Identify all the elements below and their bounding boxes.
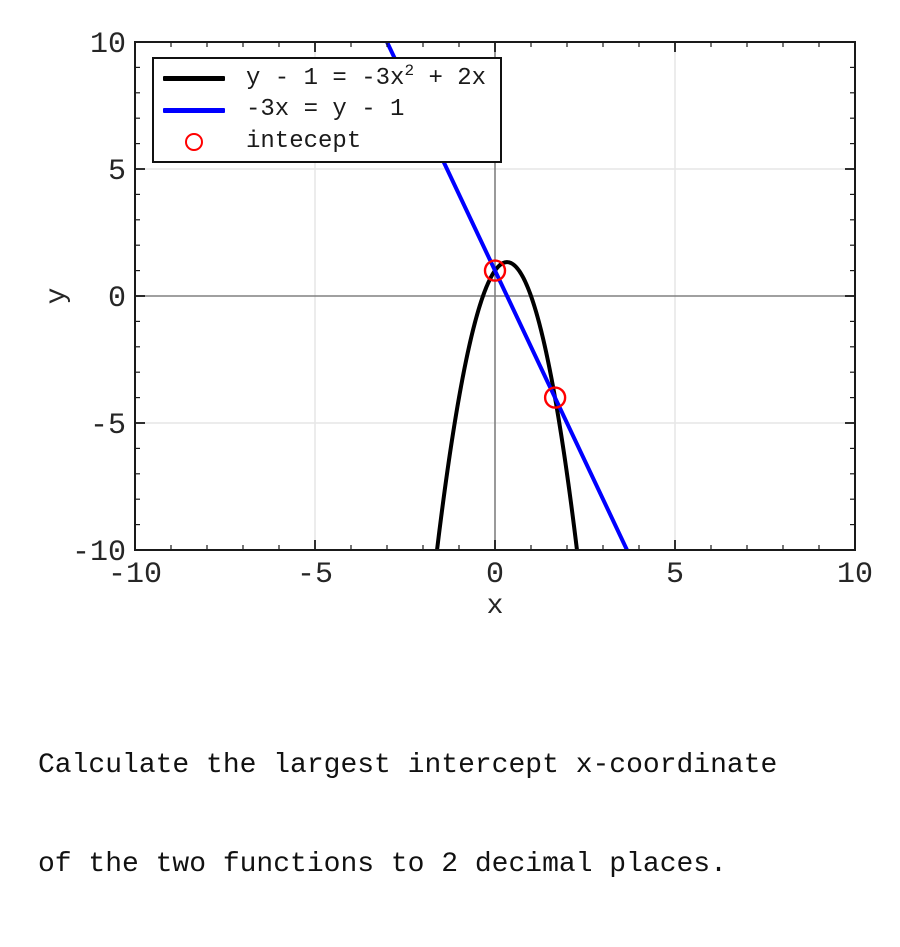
intercept-marker-icon [162, 132, 226, 151]
y-tick-label: -5 [90, 409, 126, 443]
y-tick-label: 10 [90, 28, 126, 62]
black-line-swatch-icon [162, 76, 226, 81]
y-tick-label: -10 [72, 536, 126, 570]
plot-area: -10 -5 0 5 10 -10 -5 0 5 10 x y [42, 28, 873, 622]
legend-entry-intercept: intecept [162, 127, 500, 157]
x-tick-label: -10 [108, 558, 162, 592]
x-tick-label: 5 [666, 558, 684, 592]
x-axis-label: x [487, 591, 504, 622]
question-line-2: of the two functions to 2 decimal places… [38, 849, 727, 880]
curve-linear [384, 42, 630, 550]
legend-box: y - 1 = -3x2 + 2x -3x = y - 1 intecept [152, 57, 502, 163]
y-axis-label: y [42, 288, 73, 305]
figure-canvas: -10 -5 0 5 10 -10 -5 0 5 10 x y y - 1 = -3x2 + 2x -… [38, 28, 874, 880]
legend-entry-parabola: y - 1 = -3x2 + 2x [162, 61, 500, 94]
legend-label-parabola: y - 1 = -3x2 + 2x [246, 61, 487, 92]
question-text: Calculate the largest intercept x-coordi… [38, 683, 777, 947]
question-line-1: Calculate the largest intercept x-coordi… [38, 750, 778, 781]
legend-entry-line: -3x = y - 1 [162, 95, 500, 125]
curve-quadratic [435, 260, 579, 550]
intercept-marker [483, 259, 507, 282]
x-tick-label: -5 [297, 558, 333, 592]
y-tick-label: 0 [108, 282, 126, 316]
legend-label-intercept: intecept [246, 127, 362, 155]
intercept-marker [543, 386, 567, 409]
y-tick-label: 5 [108, 155, 126, 189]
x-tick-label: 0 [486, 558, 504, 592]
blue-line-swatch-icon [162, 107, 226, 113]
x-tick-label: 10 [837, 558, 873, 592]
legend-label-line: -3x = y - 1 [246, 96, 405, 123]
